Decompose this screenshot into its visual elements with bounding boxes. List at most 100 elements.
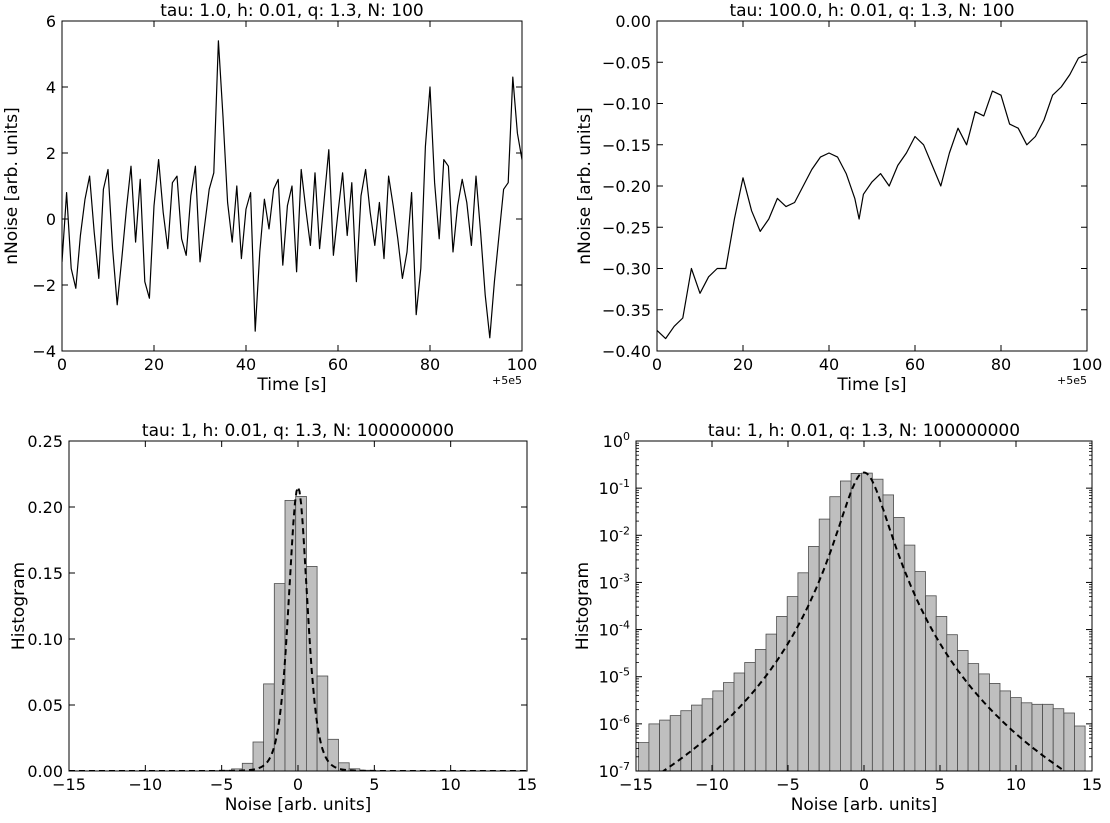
plot-frame bbox=[61, 20, 523, 352]
x-tick-label: 5 bbox=[935, 775, 945, 794]
plot-data-layer bbox=[62, 40, 522, 339]
y-tick-label: −2 bbox=[32, 276, 56, 295]
chart-title: tau: 1.0, h: 0.01, q: 1.3, N: 100 bbox=[160, 1, 423, 21]
histogram-bar bbox=[1010, 697, 1022, 771]
x-axis-label: Noise [arb. units] bbox=[225, 795, 372, 815]
x-tick-label: −5 bbox=[776, 775, 800, 794]
y-tick-label: 10-4 bbox=[599, 619, 630, 640]
y-tick-label: −0.40 bbox=[602, 342, 651, 361]
y-tick-label: 0.00 bbox=[27, 762, 63, 781]
y-tick-label: −0.15 bbox=[602, 136, 651, 155]
y-tick-label: 0.10 bbox=[27, 630, 63, 649]
histogram-bar bbox=[648, 723, 660, 771]
histogram-bar bbox=[903, 544, 916, 771]
histogram-bar bbox=[989, 683, 1001, 771]
chart-panel-2: 0 20 40 60 80 100 −0.40 −0.35 −0.30 −0.25 −0.20 −0.… bbox=[575, 1, 1102, 395]
x-tick-label: −15 bbox=[619, 775, 653, 794]
fit-curve bbox=[661, 471, 1067, 771]
histogram-bar bbox=[797, 572, 809, 771]
x-tick-label: 60 bbox=[328, 355, 348, 374]
histogram-bar bbox=[776, 616, 788, 771]
histogram-bar bbox=[1031, 703, 1044, 771]
x-tick-label: −10 bbox=[695, 775, 729, 794]
x-tick-label: −15 bbox=[52, 775, 86, 794]
x-tick-label: 80 bbox=[420, 355, 440, 374]
y-tick-label: 10-6 bbox=[599, 713, 630, 734]
chart-title: tau: 100.0, h: 0.01, q: 1.3, N: 100 bbox=[729, 1, 1014, 21]
y-axis-label: nNoise [arb. units] bbox=[575, 107, 595, 264]
x-offset-label: +5e5 bbox=[492, 374, 522, 387]
chart-title: tau: 1, h: 0.01, q: 1.3, N: 100000000 bbox=[142, 421, 454, 441]
histogram-bar bbox=[754, 649, 767, 771]
y-tick-label: 0.00 bbox=[615, 12, 651, 31]
y-tick-label: 10-1 bbox=[599, 477, 630, 498]
y-tick-label: 6 bbox=[46, 12, 56, 31]
x-tick-label: 100 bbox=[507, 355, 538, 374]
histogram-bar bbox=[744, 662, 756, 771]
x-tick-label: 0 bbox=[652, 355, 662, 374]
x-tick-label: 60 bbox=[905, 355, 925, 374]
chart-panel-1: 0 20 40 60 80 100 −4 −2 0 2 4 6 tau: 1.0, h: 0.01, q… bbox=[2, 1, 537, 395]
y-tick-label: −0.30 bbox=[602, 260, 651, 279]
histogram-bar bbox=[1074, 725, 1086, 771]
histogram-bar bbox=[295, 495, 307, 771]
y-tick-label: 2 bbox=[46, 144, 56, 163]
histogram-bar bbox=[818, 518, 831, 771]
histogram-bar bbox=[861, 472, 873, 771]
histogram-bar bbox=[808, 546, 820, 771]
histogram-bar bbox=[978, 673, 990, 771]
x-tick-label: 20 bbox=[733, 355, 753, 374]
x-tick-label: 40 bbox=[819, 355, 839, 374]
series-line-1 bbox=[657, 53, 1087, 340]
histogram-bar bbox=[999, 690, 1012, 771]
x-tick-label: 10 bbox=[1006, 775, 1026, 794]
y-tick-label: 10-3 bbox=[599, 571, 630, 592]
histogram-bar bbox=[637, 742, 650, 771]
y-tick-label: −0.25 bbox=[602, 218, 651, 237]
y-axis-label: nNoise [arb. units] bbox=[2, 107, 22, 264]
x-tick-label: 0 bbox=[293, 775, 303, 794]
histogram-bar bbox=[691, 704, 703, 771]
y-tick-label: 10-7 bbox=[599, 760, 630, 781]
histogram-bar bbox=[712, 690, 724, 771]
y-tick-label: −0.35 bbox=[602, 301, 651, 320]
chart-title: tau: 1, h: 0.01, q: 1.3, N: 100000000 bbox=[708, 421, 1020, 441]
y-tick-label: 10-2 bbox=[599, 524, 630, 545]
histogram-bar bbox=[967, 663, 980, 771]
histogram-bar bbox=[659, 719, 671, 771]
x-tick-label: 0 bbox=[57, 355, 67, 374]
histogram-bar bbox=[957, 650, 969, 771]
histogram-bar bbox=[1020, 702, 1033, 771]
histogram-bar bbox=[829, 496, 841, 771]
y-axis-label: Histogram bbox=[9, 562, 29, 650]
y-tick-label: −0.20 bbox=[602, 177, 651, 196]
histogram-bar bbox=[872, 478, 884, 771]
x-offset-label: +5e5 bbox=[1057, 374, 1087, 387]
series-line-1 bbox=[62, 40, 522, 339]
y-tick-label: −4 bbox=[32, 342, 56, 361]
y-tick-label: 0.05 bbox=[27, 696, 63, 715]
y-axis-label: Histogram bbox=[573, 562, 593, 650]
y-tick-label: 0.25 bbox=[27, 432, 63, 451]
histogram-bar bbox=[840, 480, 852, 771]
x-tick-label: 15 bbox=[517, 775, 537, 794]
x-axis-label: Time [s] bbox=[256, 375, 326, 395]
histogram-bar bbox=[284, 499, 297, 771]
histogram-bar bbox=[669, 715, 682, 771]
x-axis-label: Time [s] bbox=[836, 375, 906, 395]
chart-panel-3: −15 −10 −5 0 5 10 15 0.00 0.05 0.10 0.15 0.20 0.25 ta… bbox=[9, 421, 537, 815]
x-tick-label: 15 bbox=[1082, 775, 1102, 794]
y-tick-label: 100 bbox=[603, 430, 630, 451]
y-tick-label: 0 bbox=[46, 210, 56, 229]
histogram-bar bbox=[733, 672, 746, 771]
x-axis-label: Noise [arb. units] bbox=[791, 795, 938, 815]
plot-data-layer bbox=[69, 484, 527, 771]
histogram-bar bbox=[723, 682, 735, 771]
x-tick-label: 80 bbox=[991, 355, 1011, 374]
x-tick-label: 40 bbox=[236, 355, 256, 374]
histogram-bar bbox=[1063, 712, 1075, 771]
histogram-bar bbox=[680, 710, 692, 771]
plot-data-layer bbox=[657, 53, 1087, 340]
histogram-bar bbox=[850, 472, 863, 771]
